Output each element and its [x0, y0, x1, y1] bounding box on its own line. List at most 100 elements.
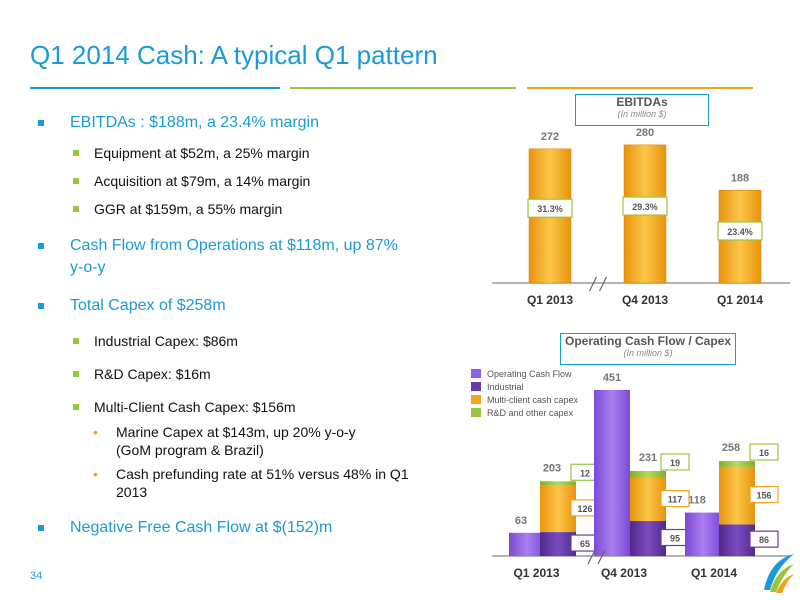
- sub-bullet-marker: [73, 178, 79, 184]
- bullet-text: R&D Capex: $16m: [94, 366, 211, 382]
- sub-bullet-marker: [73, 371, 79, 377]
- x-tick-label: Q1 2013: [513, 566, 559, 580]
- multiclient-capex-segment: [719, 466, 755, 525]
- axis-break-mark: [598, 276, 608, 292]
- segment-label-box: [749, 486, 779, 504]
- sub-bullet-equipment: Equipment at $52m, a 25% margin: [38, 143, 458, 163]
- segment-label-box: [749, 443, 779, 461]
- bullet-text: Industrial Capex: $86m: [94, 333, 238, 349]
- industrial-capex-segment: [540, 532, 576, 556]
- title-rule-green: [290, 87, 516, 89]
- rnd-value-label: 19: [670, 458, 680, 468]
- ebitda-chart-subtitle: (In million $): [617, 109, 667, 119]
- page-title: Q1 2014 Cash: A typical Q1 pattern: [30, 40, 438, 70]
- rnd-capex-segment: [540, 481, 576, 486]
- bullet-text: Acquisition at $79m, a 14% margin: [94, 173, 311, 189]
- sub-sub-bullet-marine: • Marine Capex at $143m, up 20% y-o-y (GoM…: [38, 423, 458, 459]
- bar-value-label: 280: [636, 127, 654, 139]
- multiclient-value-label: 126: [577, 504, 592, 514]
- legend-label: Industrial: [487, 382, 524, 392]
- multiclient-value-label: 156: [756, 491, 771, 501]
- sub-bullet-marker: [73, 338, 79, 344]
- axis-break-mark: [587, 549, 596, 565]
- legend-swatch: [471, 408, 481, 417]
- bullet-ebitda: EBITDAs : $188m, a 23.4% margin: [38, 112, 458, 134]
- legend-swatch: [471, 382, 481, 391]
- sub-bullet-rnd: R&D Capex: $16m: [38, 364, 458, 384]
- bullet-text: Marine Capex at $143m, up 20% y-o-y: [116, 424, 356, 440]
- axis-break-mark: [597, 549, 606, 565]
- bullet-text: EBITDAs : $188m, a 23.4% margin: [70, 114, 319, 131]
- ebitda-chart-title: EBITDAs: [616, 95, 668, 109]
- margin-label-box: [717, 221, 763, 241]
- margin-label-box: [527, 198, 573, 218]
- margin-label: 23.4%: [727, 227, 753, 237]
- sub-bullet-marker: [73, 206, 79, 212]
- bullet-list: EBITDAs : $188m, a 23.4% margin Equipmen…: [38, 112, 458, 539]
- ebitda-chart-title-box: EBITDAs (In million $): [575, 94, 709, 126]
- multiclient-value-label: 117: [668, 494, 683, 504]
- margin-label: 29.3%: [632, 202, 658, 212]
- dot-marker: •: [93, 424, 98, 440]
- bar-value-label: 272: [541, 131, 559, 143]
- bullet-text: (GoM program & Brazil): [116, 442, 264, 458]
- bullet-text: Cash Flow from Operations at $118m, up 8…: [70, 237, 398, 254]
- ocf-bar: [685, 512, 721, 556]
- bullet-text: Total Capex of $258m: [70, 297, 226, 314]
- bullet-fcf: Negative Free Cash Flow at $(152)m: [38, 517, 458, 539]
- ocf-value-label: 451: [603, 372, 621, 384]
- company-logo-icon: [764, 554, 794, 593]
- capex-total-label: 231: [639, 452, 657, 464]
- bullet-text: 2013: [116, 484, 148, 500]
- segment-label-box: [660, 453, 690, 471]
- industrial-value-label: 86: [759, 535, 769, 545]
- rnd-value-label: 16: [759, 448, 769, 458]
- bullet-cfo: Cash Flow from Operations at $118m, up 8…: [38, 235, 458, 279]
- sub-bullet-multiclient: Multi-Client Cash Capex: $156m: [38, 397, 458, 417]
- rnd-capex-segment: [630, 470, 666, 478]
- axis-break-mark: [588, 276, 598, 292]
- bullet-text: y-o-y: [70, 259, 106, 276]
- bullet-text: GGR at $159m, a 55% margin: [94, 201, 283, 217]
- bullet-marker: [38, 303, 44, 309]
- industrial-capex-segment: [630, 521, 666, 556]
- x-tick-label: Q4 2013: [622, 293, 668, 307]
- bullet-text: Cash prefunding rate at 51% versus 48% i…: [116, 466, 409, 482]
- page-number: 34: [30, 570, 43, 582]
- dot-marker: •: [93, 466, 98, 482]
- bullet-text: Equipment at $52m, a 25% margin: [94, 145, 310, 161]
- legend-swatch: [471, 395, 481, 404]
- ocf-chart-title-box: Operating Cash Flow / Capex (In million …: [560, 333, 736, 365]
- bullet-marker: [38, 525, 44, 531]
- ocf-chart-subtitle: (In million $): [623, 348, 673, 358]
- sub-bullet-acquisition: Acquisition at $79m, a 14% margin: [38, 171, 458, 191]
- capex-total-label: 258: [722, 442, 740, 454]
- sub-sub-bullet-prefunding: • Cash prefunding rate at 51% versus 48% …: [38, 465, 458, 501]
- ocf-bar: [509, 532, 545, 556]
- bullet-marker: [38, 243, 44, 249]
- title-rule-blue: [30, 87, 280, 89]
- bullet-capex: Total Capex of $258m: [38, 295, 458, 317]
- title-rule-orange: [527, 87, 753, 89]
- industrial-value-label: 65: [580, 539, 590, 549]
- legend-label: Operating Cash Flow: [487, 369, 572, 379]
- x-tick-label: Q1 2014: [691, 566, 737, 580]
- sub-bullet-marker: [73, 404, 79, 410]
- margin-label-box: [622, 196, 668, 216]
- capex-total-label: 203: [543, 462, 561, 474]
- bar-value-label: 188: [731, 172, 749, 184]
- industrial-value-label: 95: [670, 534, 680, 544]
- segment-label-box: [660, 489, 690, 508]
- legend-swatch: [471, 369, 481, 378]
- legend-label: Multi-client cash capex: [487, 395, 579, 405]
- ocf-chart-title: Operating Cash Flow / Capex: [564, 334, 732, 348]
- multiclient-capex-segment: [540, 485, 576, 533]
- ocf-value-label: 118: [688, 495, 706, 507]
- x-tick-label: Q1 2014: [717, 293, 763, 307]
- margin-label: 31.3%: [537, 204, 563, 214]
- x-tick-label: Q4 2013: [601, 566, 647, 580]
- multiclient-capex-segment: [630, 477, 666, 522]
- legend-label: R&D and other capex: [487, 408, 574, 418]
- rnd-value-label: 12: [580, 468, 590, 478]
- segment-label-box: [749, 530, 779, 548]
